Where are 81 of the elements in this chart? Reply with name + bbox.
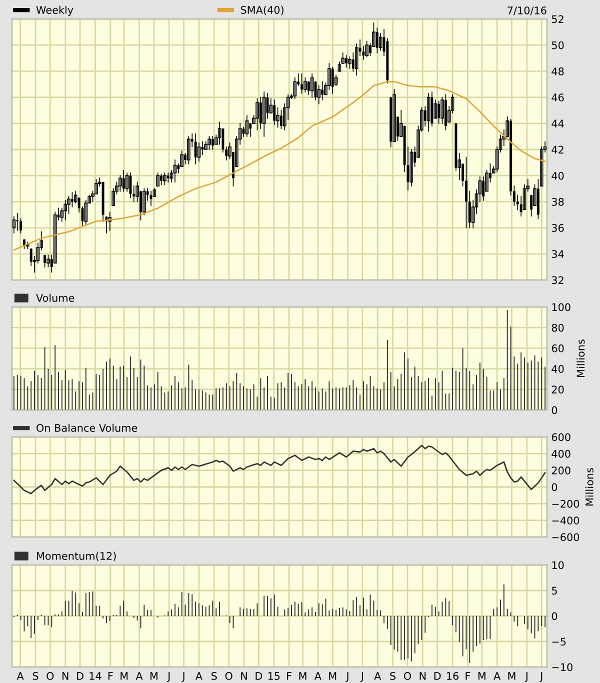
x-tick-label: A [314, 672, 322, 680]
y-tick-label: −5 [552, 638, 566, 646]
line-series [13, 80, 546, 251]
y-tick-label: 38 [552, 198, 564, 206]
y-tick-label: −200 [552, 500, 580, 508]
y-axis-title: Millions [585, 468, 594, 506]
y-tick-label: 0 [552, 612, 558, 620]
y-tick-label: 60 [552, 344, 564, 352]
candlestick [163, 172, 166, 186]
y-tick-label: 52 [552, 15, 564, 24]
legend-label: Momentum(12) [36, 552, 116, 562]
x-tick-label: A [196, 672, 202, 680]
y-tick-label: −10 [552, 663, 572, 672]
y-tick-label: 5 [552, 586, 557, 595]
candlestick [187, 136, 190, 164]
x-tick-label: N [241, 672, 247, 680]
legend-label: On Balance Volume [36, 424, 138, 432]
y-tick-label: −600 [552, 533, 580, 542]
text: 7/10/16 [508, 6, 546, 16]
x-tick-label: M [150, 672, 158, 680]
y-tick-label: 40 [552, 172, 564, 180]
legend-label: Volume [36, 294, 74, 302]
x-tick-label: M [508, 672, 516, 680]
candlestick [208, 136, 211, 150]
y-tick-label: 50 [552, 41, 564, 50]
x-tick-label: D [77, 672, 84, 680]
legend-label: SMA(40) [240, 6, 284, 16]
y-tick-label: 20 [552, 386, 564, 394]
y-tick-label: 34 [552, 250, 564, 258]
x-tick-label: A [16, 672, 24, 680]
x-tick-label: M [329, 672, 336, 680]
x-tick-label: F [466, 672, 470, 680]
x-tick-label: J [167, 672, 170, 682]
x-tick-label: S [390, 672, 396, 680]
x-tick-label: N [420, 672, 426, 680]
x-tick-label: M [120, 672, 128, 680]
x-tick-label: M [299, 672, 306, 680]
x-tick-label: A [136, 672, 143, 680]
x-tick-label: 14 [90, 672, 102, 680]
x-tick-label: J [524, 672, 528, 682]
y-tick-label: 100 [552, 303, 570, 312]
y-tick-label: 400 [552, 450, 570, 458]
y-tick-label: 40 [552, 365, 564, 373]
y-tick-label: 36 [552, 224, 564, 232]
x-tick-label: M [478, 672, 486, 680]
x-tick-label: D [434, 672, 441, 680]
x-tick-label: D [256, 672, 262, 680]
y-tick-label: 46 [552, 94, 564, 102]
candlestick [256, 98, 259, 130]
candlestick [348, 56, 352, 70]
y-tick-label: 80 [552, 324, 564, 332]
y-tick-label: 0 [552, 483, 558, 492]
x-tick-label: S [212, 672, 217, 680]
y-tick-label: 600 [552, 433, 570, 442]
x-tick-label: O [46, 672, 54, 680]
line-series [13, 444, 546, 494]
x-tick-label: O [225, 672, 232, 680]
x-tick-label: F [108, 672, 113, 680]
y-tick-label: 200 [552, 466, 570, 474]
y-tick-label: 44 [552, 120, 564, 128]
y-tick-label: 0 [552, 406, 558, 414]
y-tick-label: 32 [552, 276, 564, 284]
y-tick-label: −400 [552, 516, 580, 524]
x-tick-label: J [360, 672, 363, 682]
x-tick-label: 15 [268, 672, 280, 680]
legend-label: Weekly [36, 6, 74, 16]
x-tick-label: 16 [447, 672, 458, 680]
y-tick-label: 10 [552, 561, 564, 570]
x-tick-label: J [182, 672, 184, 682]
x-tick-label: F [287, 672, 292, 680]
candlestick [304, 77, 307, 92]
x-tick-label: S [32, 672, 38, 680]
y-tick-label: 48 [552, 67, 564, 76]
x-tick-label: J [346, 672, 348, 682]
x-tick-label: A [374, 672, 382, 680]
x-tick-label: O [404, 672, 412, 680]
x-tick-label: J [540, 672, 542, 682]
y-axis-title: Millions [576, 340, 585, 377]
y-tick-label: 42 [552, 146, 564, 154]
x-tick-label: A [494, 672, 501, 680]
x-tick-label: N [62, 672, 68, 680]
